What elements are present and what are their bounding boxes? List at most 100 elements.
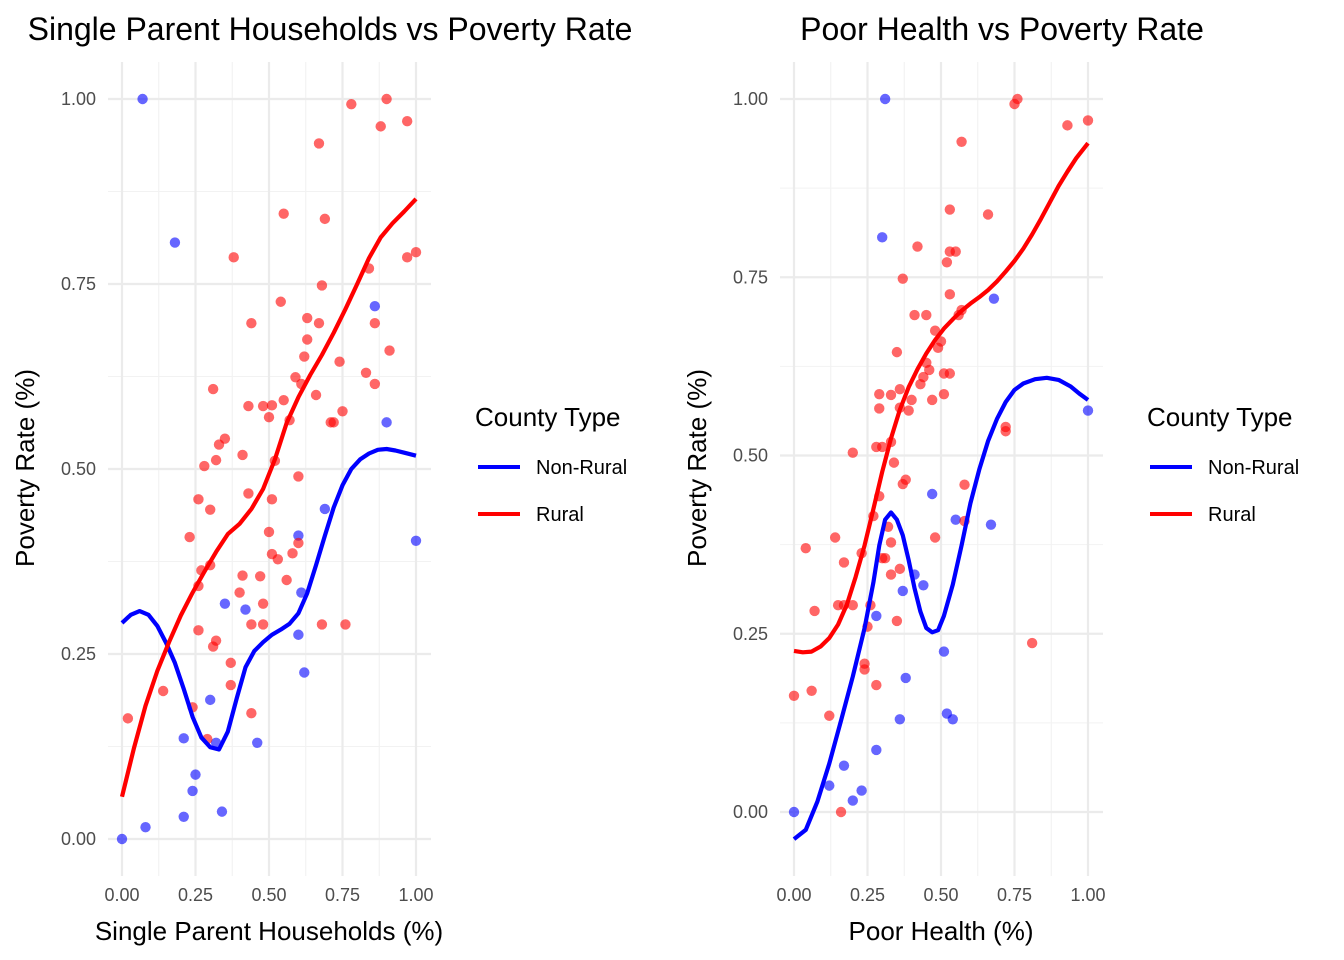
smooth-line-rural <box>793 141 1090 655</box>
x-tick-label: 1.00 <box>398 885 433 905</box>
data-point-rural <box>237 570 248 581</box>
data-point-rural <box>847 447 858 458</box>
data-point-non-rural <box>879 93 891 105</box>
legend-label-rural: Rural <box>1208 504 1256 526</box>
y-tick-label: 0.50 <box>733 446 768 466</box>
data-point-rural <box>275 296 286 307</box>
data-point-rural <box>894 383 906 395</box>
data-point-rural <box>944 368 956 379</box>
data-point-rural <box>266 494 278 505</box>
data-point-rural <box>263 526 275 538</box>
data-point-non-rural <box>938 646 950 657</box>
data-point-rural <box>246 619 257 630</box>
data-point-rural <box>877 441 888 453</box>
data-point-rural <box>287 548 298 559</box>
data-point-rural <box>903 405 914 416</box>
y-tick-label: 0.75 <box>61 274 96 294</box>
x-tick-label: 0.75 <box>997 885 1032 905</box>
plot-grid <box>780 62 1103 876</box>
data-point-rural <box>243 488 254 499</box>
data-point-rural <box>912 241 923 252</box>
data-point-rural <box>384 345 395 356</box>
data-point-rural <box>257 598 269 609</box>
data-point-rural <box>918 371 929 383</box>
x-tick-label: 0.50 <box>923 885 958 905</box>
data-point-rural <box>184 531 195 543</box>
data-point-rural <box>829 532 841 543</box>
y-tick-labels: 0.00 0.25 0.50 0.75 1.00 <box>733 89 768 822</box>
legend-title: County Type <box>1147 402 1293 432</box>
y-tick-labels: 0.00 0.25 0.50 0.75 1.00 <box>61 89 96 849</box>
data-point-rural <box>210 635 222 646</box>
data-point-rural <box>871 679 882 691</box>
data-point-rural <box>257 619 269 630</box>
x-tick-labels: 0.00 0.25 0.50 0.75 1.00 <box>776 885 1105 905</box>
data-point-rural <box>891 615 903 627</box>
data-point-non-rural <box>140 821 151 833</box>
chart-title: Single Parent Households vs Poverty Rate <box>28 11 633 47</box>
y-tick-label: 1.00 <box>733 89 768 109</box>
data-point-rural <box>219 433 231 444</box>
data-point-rural <box>319 213 331 225</box>
y-tick-label: 0.25 <box>61 644 96 664</box>
data-point-rural <box>806 685 817 696</box>
data-point-rural <box>929 532 941 543</box>
data-point-rural <box>381 93 392 105</box>
legend-label-non-rural: Non-Rural <box>536 457 627 479</box>
data-point-rural <box>257 400 269 412</box>
data-point-non-rural <box>410 535 422 546</box>
data-point-non-rural <box>137 93 148 105</box>
legend-label-rural: Rural <box>536 504 584 526</box>
data-point-rural <box>874 403 885 414</box>
data-point-non-rural <box>187 785 198 797</box>
data-point-non-rural <box>871 610 882 622</box>
data-point-rural <box>207 383 219 395</box>
data-point-rural <box>788 690 800 701</box>
legend: County Type Non-Rural Rural <box>475 402 627 526</box>
data-point-rural <box>237 449 248 461</box>
data-point-rural <box>926 394 938 406</box>
legend: County Type Non-Rural Rural <box>1147 402 1299 526</box>
data-point-rural <box>859 664 870 675</box>
data-point-rural <box>1082 115 1094 126</box>
data-point-rural <box>879 552 891 564</box>
data-point-rural <box>281 574 292 586</box>
data-point-rural <box>346 98 357 110</box>
data-point-rural <box>824 710 835 721</box>
data-point-non-rural <box>926 488 938 500</box>
data-point-rural <box>334 356 345 367</box>
data-point-non-rural <box>1082 405 1094 416</box>
data-point-rural <box>888 457 900 468</box>
data-point-rural <box>894 563 906 575</box>
legend-label-non-rural: Non-Rural <box>1208 457 1299 479</box>
data-point-rural <box>956 136 967 147</box>
data-point-rural <box>328 417 339 428</box>
data-point-non-rural <box>296 587 307 598</box>
data-point-rural <box>272 554 284 565</box>
data-point-rural <box>410 246 422 258</box>
data-point-rural <box>909 309 920 321</box>
data-point-rural <box>293 537 304 549</box>
data-point-rural <box>924 364 935 376</box>
x-tick-label: 0.00 <box>776 885 811 905</box>
data-point-non-rural <box>856 785 867 796</box>
points-layer <box>788 93 1094 818</box>
data-point-non-rural <box>240 604 251 615</box>
data-point-non-rural <box>838 760 850 771</box>
data-point-non-rural <box>293 530 304 541</box>
y-tick-label: 0.00 <box>733 802 768 822</box>
data-point-rural <box>313 138 325 149</box>
x-tick-label: 0.25 <box>178 885 213 905</box>
data-point-rural <box>938 388 950 400</box>
data-point-rural <box>906 394 917 406</box>
x-axis-title: Single Parent Households (%) <box>95 916 443 946</box>
data-point-rural <box>293 471 304 482</box>
data-point-rural <box>1062 120 1073 131</box>
data-point-rural <box>157 685 169 697</box>
data-point-rural <box>897 273 908 284</box>
data-point-rural <box>313 318 325 329</box>
data-point-rural <box>1000 426 1011 437</box>
smooth-lines-layer <box>792 141 1090 841</box>
data-point-non-rural <box>216 806 228 817</box>
